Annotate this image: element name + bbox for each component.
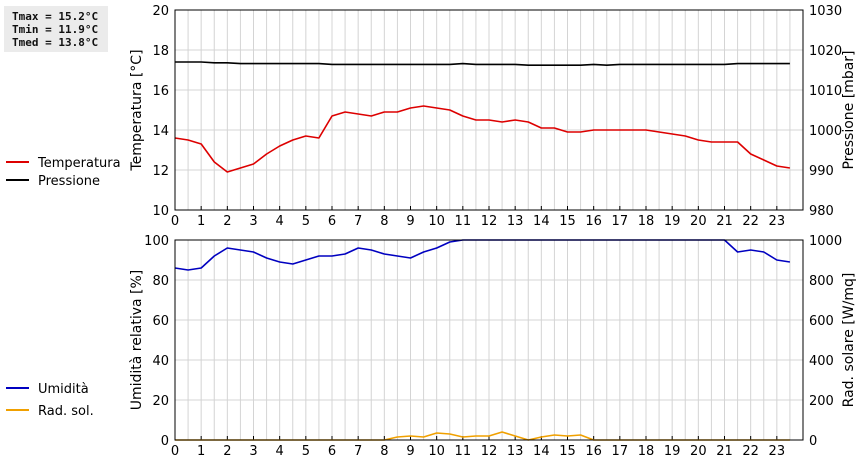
chart2-xtick-label: 23 bbox=[769, 444, 786, 459]
chart1-ytick-label: 10 bbox=[152, 204, 169, 219]
chart2-xtick-label: 16 bbox=[585, 444, 602, 459]
chart1-ytick-label: 20 bbox=[152, 4, 169, 19]
chart2-series-rad-sol--line bbox=[175, 431, 790, 441]
chart2-xtick-label: 21 bbox=[716, 444, 733, 459]
chart1-ylabel: Temperatura [°C] bbox=[129, 49, 145, 171]
chart1-group bbox=[6, 9, 804, 211]
chart1-xtick-label: 15 bbox=[559, 214, 576, 229]
chart2-xtick-label: 15 bbox=[559, 444, 576, 459]
chart2-ytick-label: 20 bbox=[152, 394, 169, 409]
chart1-xtick-label: 14 bbox=[533, 214, 550, 229]
chart2-xtick-label: 12 bbox=[481, 444, 498, 459]
chart2-y2tick-label: 400 bbox=[809, 354, 834, 369]
chart2-xtick-label: 0 bbox=[171, 444, 179, 459]
chart1-xtick-label: 20 bbox=[690, 214, 707, 229]
chart2-y2tick-label: 600 bbox=[809, 314, 834, 329]
chart1-xtick-label: 11 bbox=[455, 214, 472, 229]
chart2-ytick-label: 60 bbox=[152, 314, 169, 329]
chart2-legend-label: Umidità bbox=[38, 382, 89, 397]
chart1-xtick-label: 10 bbox=[428, 214, 445, 229]
chart2-xtick-label: 3 bbox=[249, 444, 257, 459]
chart2-xtick-label: 5 bbox=[302, 444, 310, 459]
chart1-y2tick-label: 1030 bbox=[809, 4, 842, 19]
chart2-series-umidit--line bbox=[174, 239, 791, 271]
chart2-group bbox=[6, 239, 804, 441]
chart2-y2tick-label: 0 bbox=[809, 434, 817, 449]
chart1-xtick-label: 9 bbox=[406, 214, 414, 229]
chart2-y2tick-label: 800 bbox=[809, 274, 834, 289]
chart1-y2tick-label: 1000 bbox=[809, 124, 842, 139]
chart2-xtick-label: 11 bbox=[455, 444, 472, 459]
chart1-xtick-label: 1 bbox=[197, 214, 205, 229]
chart1-xtick-label: 18 bbox=[638, 214, 655, 229]
chart2-xtick-label: 10 bbox=[428, 444, 445, 459]
tmin-label: Tmin = 11.9°C bbox=[12, 23, 99, 36]
chart2-legend-label: Rad. sol. bbox=[38, 404, 94, 419]
chart1-y2tick-label: 990 bbox=[809, 164, 834, 179]
chart2-xtick-label: 20 bbox=[690, 444, 707, 459]
chart1-series-pressione-line bbox=[175, 61, 790, 66]
chart2-xtick-label: 13 bbox=[507, 444, 524, 459]
chart2-ytick-label: 40 bbox=[152, 354, 169, 369]
chart2-xtick-label: 22 bbox=[742, 444, 759, 459]
chart1-xtick-label: 0 bbox=[171, 214, 179, 229]
stats-box: Tmax = 15.2°C Tmin = 11.9°C Tmed = 13.8°… bbox=[4, 6, 108, 52]
chart2-xtick-label: 2 bbox=[223, 444, 231, 459]
chart1-xtick-label: 23 bbox=[769, 214, 786, 229]
chart2-y2tick-label: 1000 bbox=[809, 234, 842, 249]
chart2-frame bbox=[174, 239, 804, 441]
chart1-ytick-label: 12 bbox=[152, 164, 169, 179]
chart2-xtick-label: 6 bbox=[328, 444, 336, 459]
chart1-xtick-label: 3 bbox=[249, 214, 257, 229]
chart1-y2tick-label: 1010 bbox=[809, 84, 842, 99]
chart1-xtick-label: 19 bbox=[664, 214, 681, 229]
chart2-xtick-label: 8 bbox=[380, 444, 388, 459]
chart1-ytick-label: 16 bbox=[152, 84, 169, 99]
tmax-label: Tmax = 15.2°C bbox=[12, 10, 99, 23]
chart2-xtick-label: 9 bbox=[406, 444, 414, 459]
chart2-ytick-label: 100 bbox=[144, 234, 169, 249]
chart1-ytick-label: 14 bbox=[152, 124, 169, 139]
chart1-xtick-label: 16 bbox=[585, 214, 602, 229]
chart2-xtick-label: 18 bbox=[638, 444, 655, 459]
chart2-xtick-label: 17 bbox=[612, 444, 629, 459]
chart1-legend-label: Pressione bbox=[38, 174, 100, 189]
chart1-xtick-label: 7 bbox=[354, 214, 362, 229]
chart1-xtick-label: 22 bbox=[742, 214, 759, 229]
chart1-xtick-label: 17 bbox=[612, 214, 629, 229]
chart1-xtick-label: 13 bbox=[507, 214, 524, 229]
chart2-xtick-label: 4 bbox=[276, 444, 284, 459]
chart1-ytick-label: 18 bbox=[152, 44, 169, 59]
chart1-xtick-label: 4 bbox=[276, 214, 284, 229]
chart2-ytick-label: 0 bbox=[161, 434, 169, 449]
chart2-xtick-label: 19 bbox=[664, 444, 681, 459]
chart1-series-temperatura-line bbox=[174, 105, 791, 173]
chart1-xtick-label: 12 bbox=[481, 214, 498, 229]
chart2-xtick-label: 7 bbox=[354, 444, 362, 459]
chart1-xtick-label: 21 bbox=[716, 214, 733, 229]
chart1-legend-label: Temperatura bbox=[37, 156, 121, 171]
tmed-label: Tmed = 13.8°C bbox=[12, 36, 99, 49]
chart1-frame bbox=[174, 9, 804, 211]
chart2-y2label: Rad. solare [W/mq] bbox=[841, 273, 857, 408]
chart1-xtick-label: 8 bbox=[380, 214, 388, 229]
chart2-xtick-label: 14 bbox=[533, 444, 550, 459]
chart1-xtick-label: 5 bbox=[302, 214, 310, 229]
chart1-xtick-label: 6 bbox=[328, 214, 336, 229]
chart1-y2label: Pressione [mbar] bbox=[841, 50, 857, 169]
chart1-y2tick-label: 1020 bbox=[809, 44, 842, 59]
chart2-ytick-label: 80 bbox=[152, 274, 169, 289]
chart1-y2tick-label: 980 bbox=[809, 204, 834, 219]
chart1-xtick-label: 2 bbox=[223, 214, 231, 229]
chart2-xtick-label: 1 bbox=[197, 444, 205, 459]
chart2-ylabel: Umidità relativa [%] bbox=[129, 270, 145, 411]
chart2-y2tick-label: 200 bbox=[809, 394, 834, 409]
